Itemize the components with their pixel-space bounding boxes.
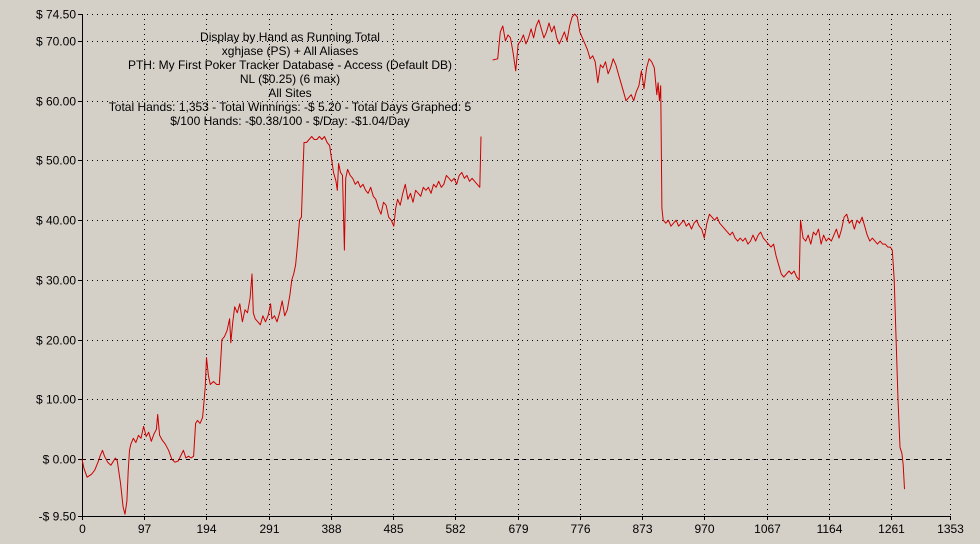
y-tick-label: $ 30.00 [36, 274, 76, 288]
x-tick-label: 1067 [754, 522, 781, 536]
series-line-1 [81, 136, 482, 515]
y-tick-label: $ 50.00 [36, 154, 76, 168]
y-tick-label: $ 0.00 [43, 453, 77, 467]
y-tick-label: $ 20.00 [36, 334, 76, 348]
x-tick-label: 194 [196, 522, 216, 536]
x-tick-label: 1164 [817, 522, 843, 536]
y-tick-label: $ 74.50 [36, 8, 76, 22]
y-tick-label: $ 60.00 [36, 95, 76, 109]
y-tick-label: $ 40.00 [36, 214, 76, 228]
chart-annotation: Display by Hand as Running Total xghjase … [80, 30, 500, 128]
y-tick-label: $ 70.00 [36, 35, 76, 49]
annotation-line: Total Hands: 1,353 - Total Winnings: -$ … [108, 100, 472, 114]
x-tick-label: 291 [259, 522, 279, 536]
annotation-line: $/100 Hands: -$0.38/100 - $/Day: -$1.04/… [170, 114, 410, 128]
x-tick-label: 485 [383, 522, 403, 536]
annotation-line: Display by Hand as Running Total [200, 30, 380, 44]
x-tick-labels: 0 97 194 291 388 485 582 679 776 873 970 1067 1164 12… [79, 522, 964, 536]
grid-layer [82, 14, 951, 517]
x-tick-label: 97 [138, 522, 152, 536]
annotation-line: PTH: My First Poker Tracker Database - A… [127, 58, 453, 72]
y-tick-label: -$ 9.50 [39, 510, 77, 524]
series-line-2 [492, 13, 905, 490]
y-tick-labels: $ 74.50 $ 70.00 $ 60.00 $ 50.00 $ 40.00 $ 30.… [36, 8, 76, 524]
x-tick-label: 1261 [878, 522, 905, 536]
x-tick-label: 582 [445, 522, 465, 536]
annotation-line: All Sites [268, 86, 312, 100]
x-tick-label: 0 [79, 522, 86, 536]
axes-layer [78, 14, 951, 520]
x-tick-label: 1353 [937, 522, 964, 536]
x-tick-label: 873 [632, 522, 652, 536]
series-layer [81, 13, 905, 515]
x-tick-label: 679 [508, 522, 528, 536]
annotation-line: NL ($0.25) (6 max) [239, 72, 341, 86]
annotation-line: xghjase (PS) + All Aliases [221, 44, 359, 58]
x-tick-label: 970 [694, 522, 714, 536]
x-tick-label: 388 [321, 522, 341, 536]
y-tick-label: $ 10.00 [36, 393, 76, 407]
x-tick-label: 776 [570, 522, 590, 536]
